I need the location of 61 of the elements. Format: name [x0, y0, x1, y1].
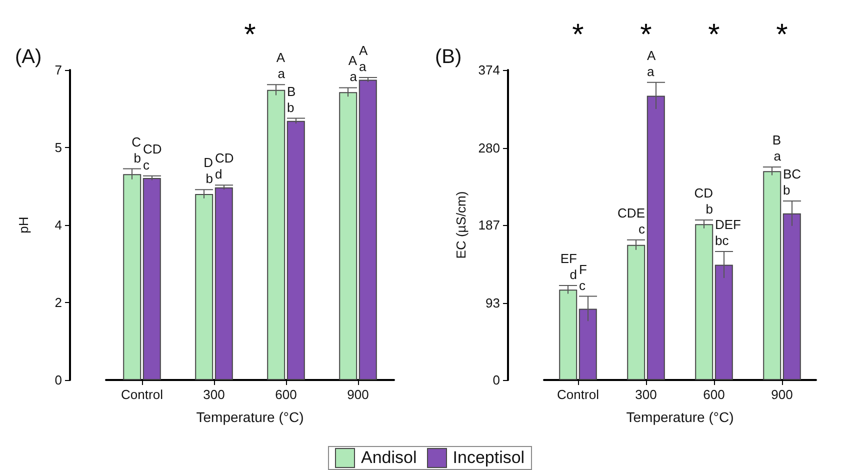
data-label: CD d	[215, 150, 234, 182]
x-tick-label: Control	[121, 387, 164, 402]
y-tick-label: 93	[486, 295, 500, 310]
y-tick-label: 0	[492, 372, 500, 388]
y-tick-label: 5	[54, 140, 62, 155]
bar	[646, 96, 665, 380]
bar	[142, 178, 161, 380]
bar	[714, 264, 733, 380]
text: *	[708, 18, 720, 52]
y-tick-label: 7	[54, 62, 62, 78]
bar	[763, 171, 782, 380]
y-axis-title: EC (µS/cm)	[453, 191, 468, 259]
bar	[358, 80, 377, 380]
y-tick-label: 2	[54, 295, 62, 310]
bar	[267, 90, 286, 380]
data-label: D b	[204, 155, 213, 186]
y-tick-label: 0	[54, 372, 62, 388]
data-label: B b	[287, 84, 296, 115]
data-label: A a	[359, 43, 368, 74]
bar	[695, 224, 714, 380]
y-tick-label: 374	[478, 62, 500, 78]
x-tick-label: 300	[635, 387, 657, 402]
legend-label: Andisol	[361, 448, 417, 468]
bar	[578, 308, 597, 380]
x-tick-label: 600	[275, 387, 297, 402]
bar	[782, 213, 801, 380]
x-tick-label: Control	[557, 387, 600, 402]
chart-title: (B)	[435, 46, 462, 68]
data-label: CD c	[143, 141, 162, 172]
data-label: F c	[579, 262, 587, 293]
bar	[339, 92, 358, 380]
data-label: DEF bc	[715, 217, 742, 248]
x-tick-label: 900	[347, 387, 369, 402]
bar	[627, 244, 646, 380]
x-tick-label: 900	[771, 387, 793, 402]
data-label: A a	[348, 53, 358, 84]
legend-label: Inceptisol	[452, 448, 525, 468]
bar	[214, 187, 233, 380]
data-label: EF d	[560, 251, 578, 282]
text: *	[776, 18, 788, 52]
data-label: CDE c	[618, 205, 646, 236]
bar	[559, 290, 578, 380]
y-axis-title: pH	[16, 216, 31, 234]
x-tick-label: 300	[203, 387, 225, 402]
y-tick-label: 4	[54, 218, 62, 232]
data-label: CD b	[694, 186, 713, 217]
chart-title: (A)	[15, 46, 42, 68]
data-label: C b	[132, 134, 141, 166]
data-label: A a	[276, 50, 286, 82]
data-label: B a	[772, 132, 782, 164]
y-tick-label: 280	[478, 140, 500, 156]
x-axis-title: Temperature (°C)	[626, 409, 734, 425]
y-tick-label: 187	[478, 218, 500, 232]
text: *	[572, 18, 584, 52]
x-axis-title: Temperature (°C)	[196, 409, 304, 425]
data-label: BC b	[783, 166, 802, 198]
text: *	[244, 18, 256, 52]
bar	[123, 174, 142, 380]
bar	[195, 194, 214, 380]
x-tick-label: 600	[703, 387, 725, 402]
bar	[286, 120, 305, 380]
